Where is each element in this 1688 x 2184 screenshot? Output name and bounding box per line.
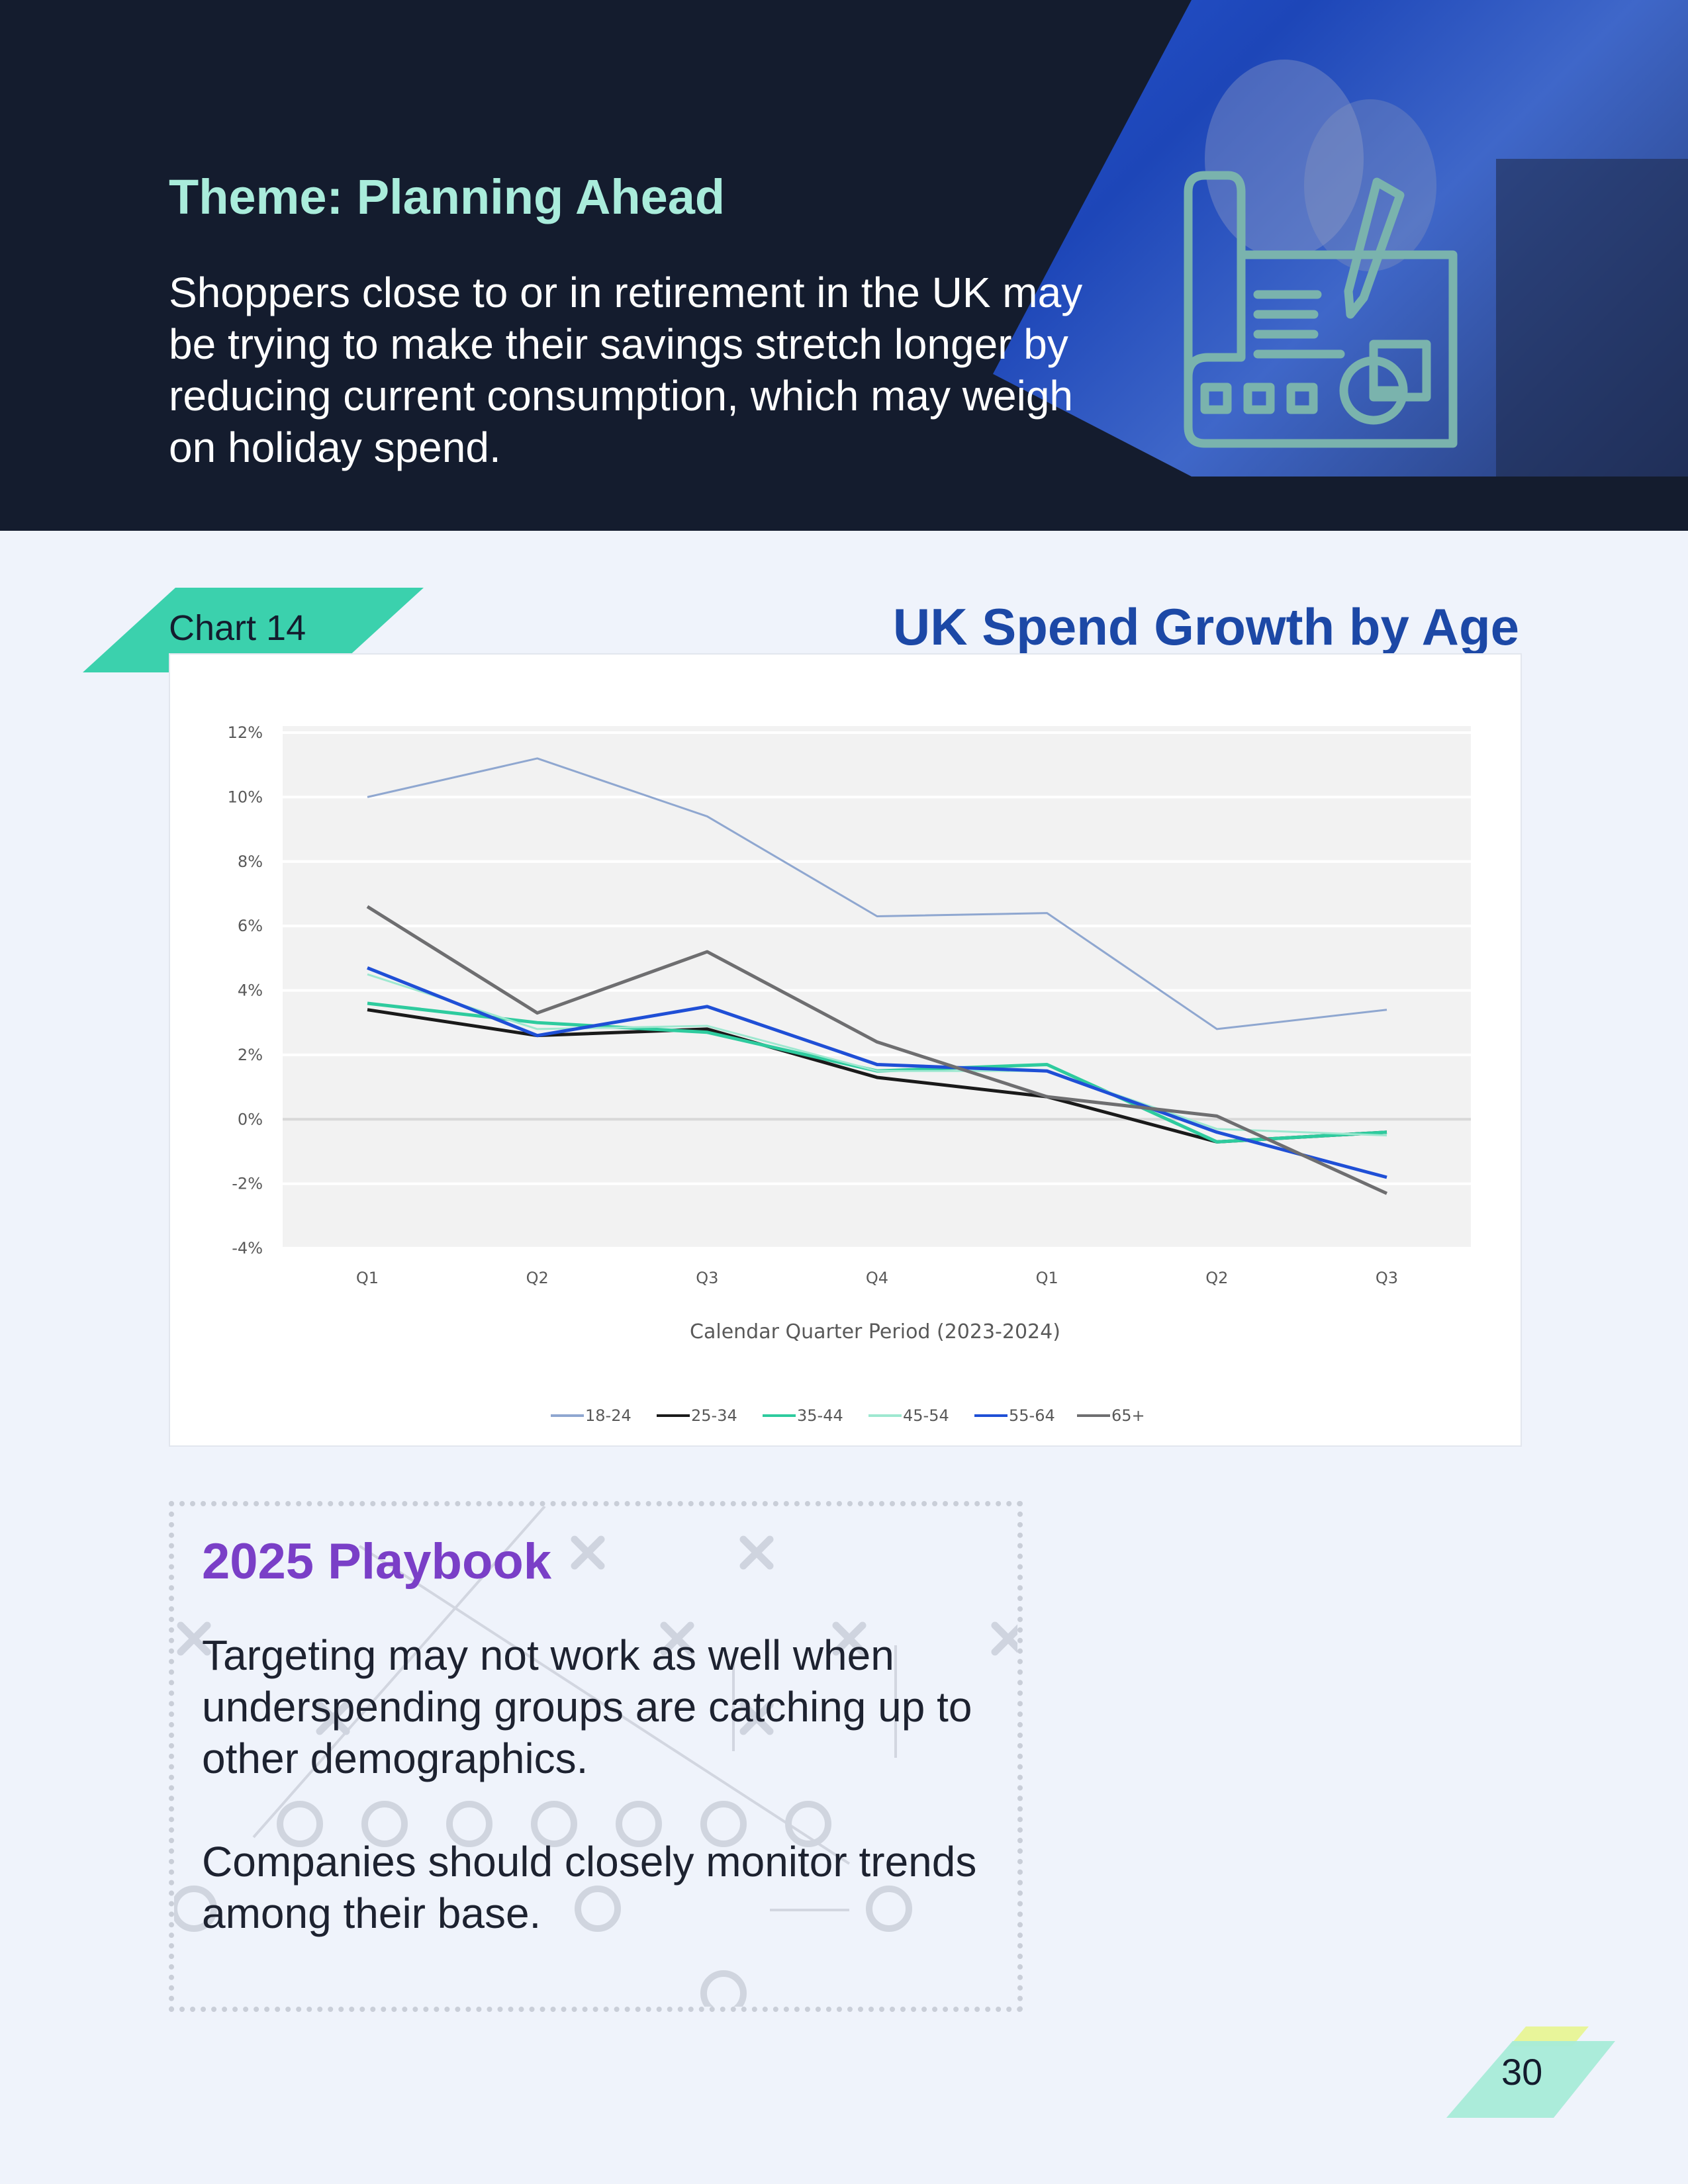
theme-body: Shoppers close to or in retirement in th… bbox=[169, 269, 1083, 471]
series-line-18-24 bbox=[367, 757, 1387, 1030]
x-tick-label: Q1 bbox=[356, 1269, 379, 1287]
theme-title: Theme: Planning Ahead bbox=[169, 169, 726, 224]
header-banner: Theme: Planning Ahead Shoppers close to … bbox=[0, 0, 1688, 531]
legend-label: 45-54 bbox=[903, 1406, 949, 1425]
x-tick-label: Q2 bbox=[526, 1269, 549, 1287]
y-tick-label: 0% bbox=[238, 1110, 263, 1128]
playbook-box: 2025 Playbook Targeting may not work as … bbox=[169, 1501, 1023, 2012]
playbook-diagram-decoration bbox=[174, 1506, 1017, 2007]
legend-label: 55-64 bbox=[1009, 1406, 1055, 1425]
y-tick-label: -4% bbox=[232, 1239, 263, 1257]
page-number-tag bbox=[1446, 2026, 1615, 2118]
playbook-paragraph-1: Targeting may not work as well when unde… bbox=[202, 1631, 972, 1782]
series-line-65+ bbox=[366, 905, 1388, 1195]
y-tick-label: 2% bbox=[238, 1046, 263, 1064]
legend-label: 25-34 bbox=[691, 1406, 737, 1425]
chart-container: 12% 10% 8% 6% 4% 2% 0% -2% -4% Q1 Q2 Q3 Q4 Q1 Q2 Q3 Cale… bbox=[169, 653, 1522, 1447]
series-line-55-64 bbox=[367, 966, 1387, 1179]
y-tick-label: 6% bbox=[238, 917, 263, 935]
x-tick-label: Q3 bbox=[1376, 1269, 1398, 1287]
legend-label: 65+ bbox=[1111, 1406, 1145, 1425]
playbook-paragraph-2: Companies should closely monitor trends … bbox=[202, 1838, 977, 1937]
y-tick-label: -2% bbox=[232, 1175, 263, 1193]
playbook-title: 2025 Playbook bbox=[202, 1533, 552, 1590]
page-number: 30 bbox=[1501, 2051, 1543, 2093]
x-tick-label: Q4 bbox=[866, 1269, 888, 1287]
x-axis-title: Calendar Quarter Period (2023-2024) bbox=[690, 1320, 1060, 1343]
legend-label: 35-44 bbox=[797, 1406, 843, 1425]
x-tick-label: Q1 bbox=[1036, 1269, 1058, 1287]
x-tick-label: Q2 bbox=[1205, 1269, 1228, 1287]
y-tick-label: 8% bbox=[238, 852, 263, 871]
y-tick-label: 12% bbox=[228, 723, 263, 742]
blueprint-pencil-icon bbox=[1184, 171, 1458, 448]
series-line-45-54 bbox=[367, 973, 1387, 1137]
y-tick-label: 10% bbox=[228, 788, 263, 806]
chart-tag-label: Chart 14 bbox=[169, 608, 306, 648]
plot-area bbox=[283, 726, 1471, 1248]
line-chart: 12% 10% 8% 6% 4% 2% 0% -2% -4% Q1 Q2 Q3 Q4 Q1 Q2 Q3 Cale… bbox=[228, 723, 1471, 1425]
legend-label: 18-24 bbox=[585, 1406, 632, 1425]
x-tick-label: Q3 bbox=[696, 1269, 718, 1287]
y-tick-label: 4% bbox=[238, 981, 263, 1000]
